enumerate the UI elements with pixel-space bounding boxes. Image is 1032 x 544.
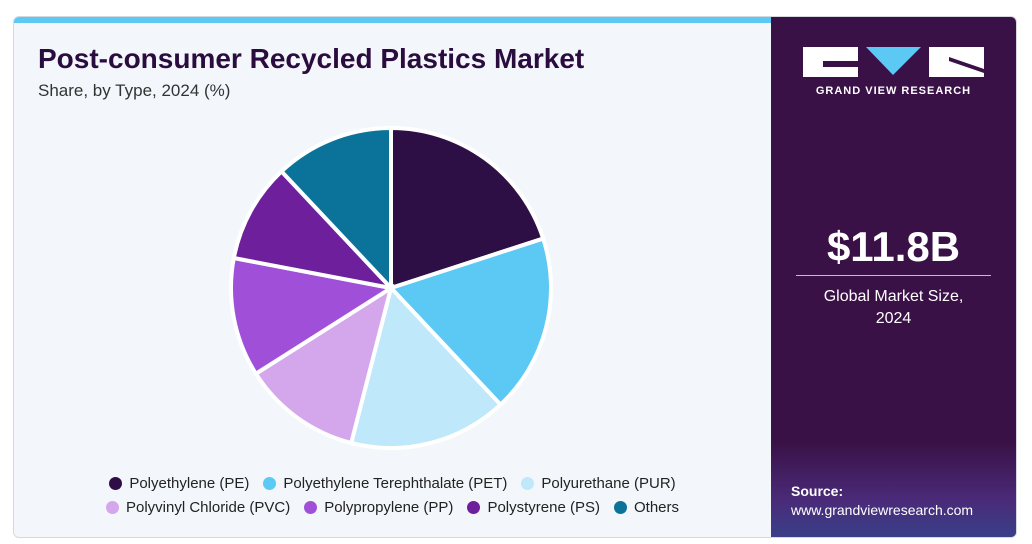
source-url: www.grandviewresearch.com xyxy=(791,502,974,518)
legend-label: Polystyrene (PS) xyxy=(487,499,600,516)
legend-swatch xyxy=(109,477,123,490)
pie-slice xyxy=(253,283,395,446)
legend-item: Polyurethane (PUR) xyxy=(521,475,676,492)
pie-slice xyxy=(389,125,546,291)
legend-label: Others xyxy=(633,499,679,516)
legend-label: Polypropylene (PP) xyxy=(324,499,454,516)
legend-swatch xyxy=(467,501,481,514)
sidebar: GRAND VIEW RESEARCH $11.8B Global Market… xyxy=(771,17,1016,537)
chart-title: Post-consumer Recycled Plastics Market xyxy=(38,43,585,74)
legend-item: Polypropylene (PP) xyxy=(304,499,453,516)
legend-swatch xyxy=(304,501,318,514)
pie-slice xyxy=(278,125,393,294)
market-size-label: Global Market Size, 2024 xyxy=(823,288,964,327)
market-size-value: $11.8B xyxy=(826,223,961,270)
pie-slice xyxy=(348,283,504,450)
legend-row: Polyethylene (PE) Polyethylene Terephthal… xyxy=(14,475,771,492)
legend-item: Polystyrene (PS) xyxy=(467,499,600,516)
pie-slice xyxy=(231,168,397,292)
pie-slice xyxy=(387,236,553,408)
legend-label: Polyethylene (PE) xyxy=(129,475,250,492)
divider xyxy=(796,275,991,276)
legend-row: Polyvinyl Chloride (PVC) Polypropylene (P… xyxy=(14,499,771,516)
source-label: Source: xyxy=(791,483,844,499)
card: Post-consumer Recycled Plastics Market S… xyxy=(13,16,1017,538)
pie-slice xyxy=(229,255,397,377)
legend-item: Polyethylene Terephthalate (PET) xyxy=(263,475,507,492)
legend-swatch xyxy=(105,501,119,514)
pie-chart xyxy=(229,125,553,450)
legend-swatch xyxy=(613,501,627,514)
chart-subtitle: Share, by Type, 2024 (%) xyxy=(38,81,231,100)
legend-label: Polyurethane (PUR) xyxy=(541,475,676,492)
legend-item: Polyvinyl Chloride (PVC) xyxy=(105,499,291,516)
logo xyxy=(803,47,984,77)
source-background xyxy=(771,442,1016,537)
legend-label: Polyvinyl Chloride (PVC) xyxy=(125,499,291,516)
legend-item: Polyethylene (PE) xyxy=(109,475,249,492)
legend-label: Polyethylene Terephthalate (PET) xyxy=(283,475,508,492)
legend-swatch xyxy=(521,477,535,490)
legend-item: Others xyxy=(613,499,679,516)
top-bar xyxy=(14,17,771,23)
legend-swatch xyxy=(263,477,277,490)
brand: GRAND VIEW RESEARCH xyxy=(815,85,972,97)
